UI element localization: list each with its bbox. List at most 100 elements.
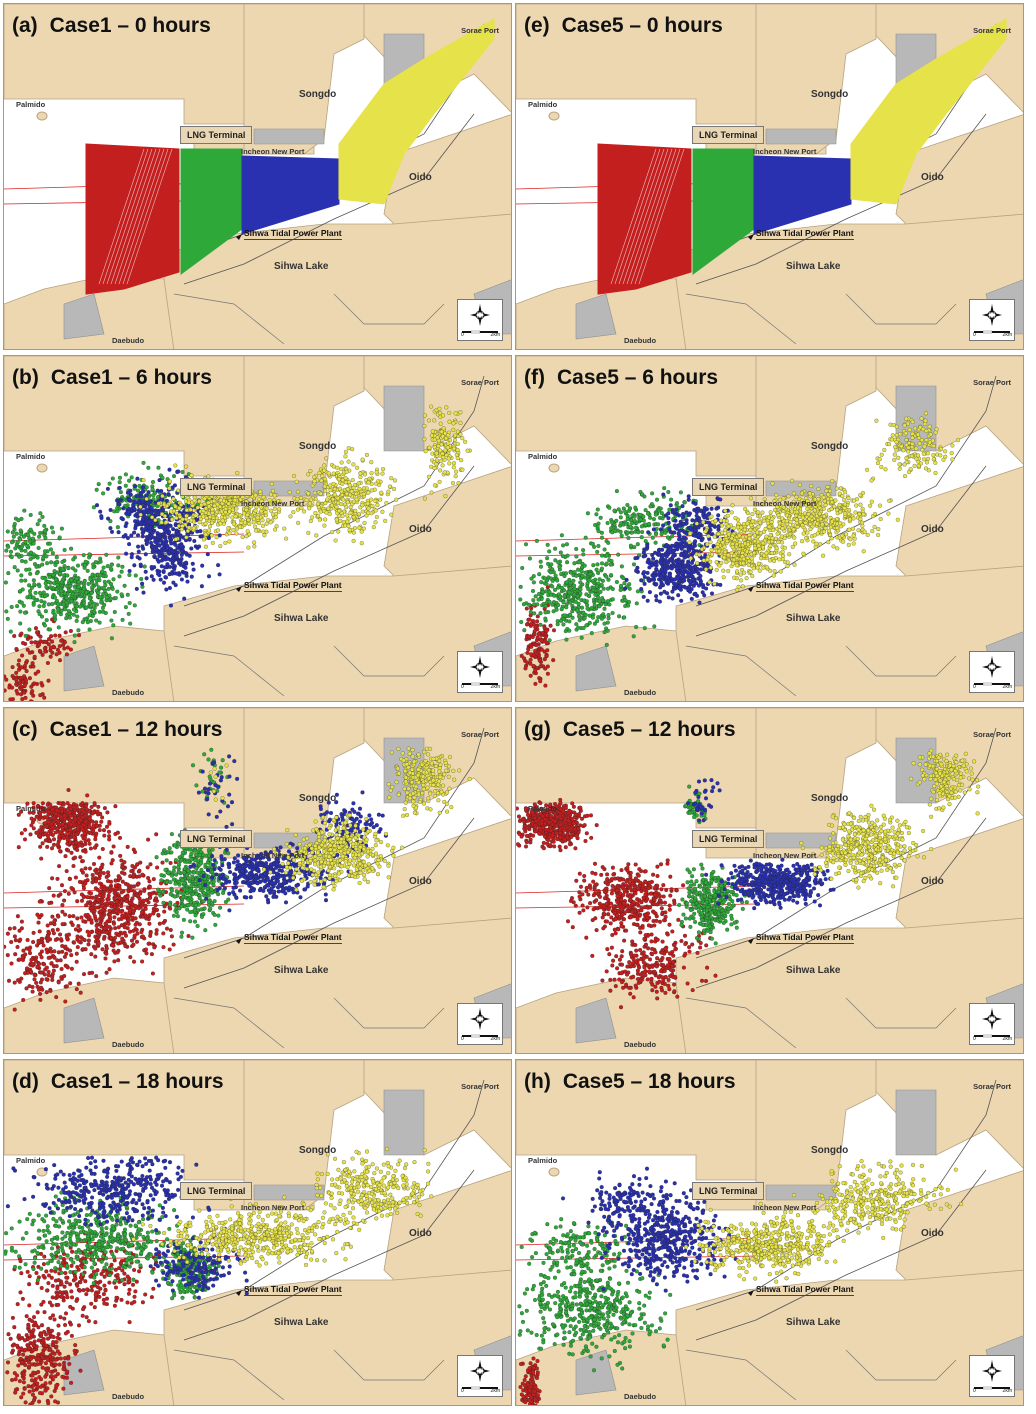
yellow-particle <box>422 423 427 429</box>
blue-particle <box>144 515 149 520</box>
yellow-particle <box>351 538 356 543</box>
green-particle <box>23 633 28 638</box>
yellow-particle <box>701 520 706 525</box>
green-particle <box>601 612 606 617</box>
blue-particle <box>117 502 122 507</box>
green-particle <box>543 610 548 615</box>
blue-particle <box>184 560 189 565</box>
yellow-particle <box>355 465 360 470</box>
green-particle <box>569 570 574 575</box>
yellow-particle <box>244 499 249 504</box>
yellow-particle <box>927 440 932 445</box>
blue-particle <box>668 503 673 508</box>
yellow-particle <box>872 524 877 530</box>
blue-particle <box>677 584 682 589</box>
yellow-particle <box>331 464 336 469</box>
label-sorae-port: Sorae Port <box>973 26 1011 35</box>
yellow-particle <box>458 432 463 437</box>
yellow-particle <box>877 457 882 462</box>
green-particle <box>47 541 52 546</box>
yellow-particle <box>890 433 895 438</box>
yellow-particle <box>192 498 197 503</box>
yellow-particle <box>747 558 752 564</box>
yellow-particle <box>313 511 318 516</box>
green-particle <box>39 614 45 619</box>
green-particle <box>139 576 144 582</box>
yellow-particle <box>282 526 287 531</box>
yellow-particle <box>308 518 313 524</box>
green-particle <box>529 576 534 581</box>
green-particle <box>180 469 185 475</box>
port-block <box>765 480 837 497</box>
red-particle <box>24 678 29 683</box>
yellow-particle <box>734 563 739 568</box>
green-particle <box>120 617 125 622</box>
hatch-line <box>98 148 145 285</box>
red-particle <box>22 837 28 842</box>
yellow-particle <box>245 529 250 534</box>
green-particle <box>575 608 580 613</box>
red-particle <box>538 679 543 684</box>
yellow-particle <box>732 575 737 580</box>
yellow-particle <box>776 539 781 545</box>
green-particle <box>151 493 156 498</box>
yellow-particle <box>811 539 816 544</box>
blue-particle <box>149 534 154 539</box>
green-particle <box>45 561 50 566</box>
green-particle <box>92 605 97 610</box>
blue-particle <box>175 571 180 576</box>
yellow-particle <box>899 444 904 449</box>
green-particle <box>567 628 572 633</box>
map-canvas <box>4 356 511 701</box>
yellow-particle <box>712 581 717 586</box>
yellow-particle <box>261 529 266 534</box>
yellow-particle <box>720 540 725 545</box>
yellow-particle <box>453 474 458 479</box>
yellow-particle <box>455 447 460 453</box>
green-particle <box>639 524 644 529</box>
yellow-particle <box>343 454 348 459</box>
green-particle <box>137 483 142 488</box>
blue-particle <box>149 564 154 570</box>
yellow-particle <box>447 461 452 466</box>
green-particle <box>23 578 28 583</box>
yellow-particle <box>422 496 427 501</box>
red-particle <box>551 628 557 633</box>
yellow-particle <box>349 489 354 494</box>
yellow-particle <box>380 471 385 476</box>
yellow-particle <box>823 517 828 523</box>
green-particle <box>71 612 76 617</box>
yellow-particle <box>387 484 393 489</box>
yellow-particle <box>792 535 797 540</box>
blue-particle <box>146 490 151 495</box>
yellow-particle <box>714 560 719 565</box>
green-particle <box>96 585 101 590</box>
green-particle <box>97 609 102 614</box>
blue-particle <box>163 575 168 580</box>
yellow-particle <box>904 456 909 461</box>
yellow-particle <box>307 501 312 506</box>
green-particle <box>567 619 572 624</box>
green-particle <box>75 614 80 619</box>
green-particle <box>43 581 48 586</box>
green-particle <box>610 586 615 592</box>
yellow-particle <box>924 460 929 465</box>
yellow-particle <box>742 570 747 575</box>
green-particle <box>581 552 586 557</box>
blue-particle <box>140 544 145 549</box>
map-panel: (e) Case5 – 0 hours Palmido Sorae Port Songd… <box>515 3 1024 350</box>
green-particle <box>49 525 54 530</box>
green-particle <box>51 530 56 535</box>
panel-title: (a) Case1 – 0 hours <box>12 14 211 38</box>
green-particle <box>15 604 20 609</box>
green-particle <box>9 555 14 560</box>
yellow-particle <box>144 496 149 501</box>
green-particle <box>604 553 609 558</box>
green-particle <box>584 623 589 628</box>
red-particle <box>30 661 35 666</box>
yellow-particle <box>719 560 724 565</box>
blue-particle <box>671 581 677 586</box>
blue-particle <box>146 501 151 506</box>
yellow-particle <box>227 539 232 544</box>
lake-boundary <box>685 645 797 697</box>
